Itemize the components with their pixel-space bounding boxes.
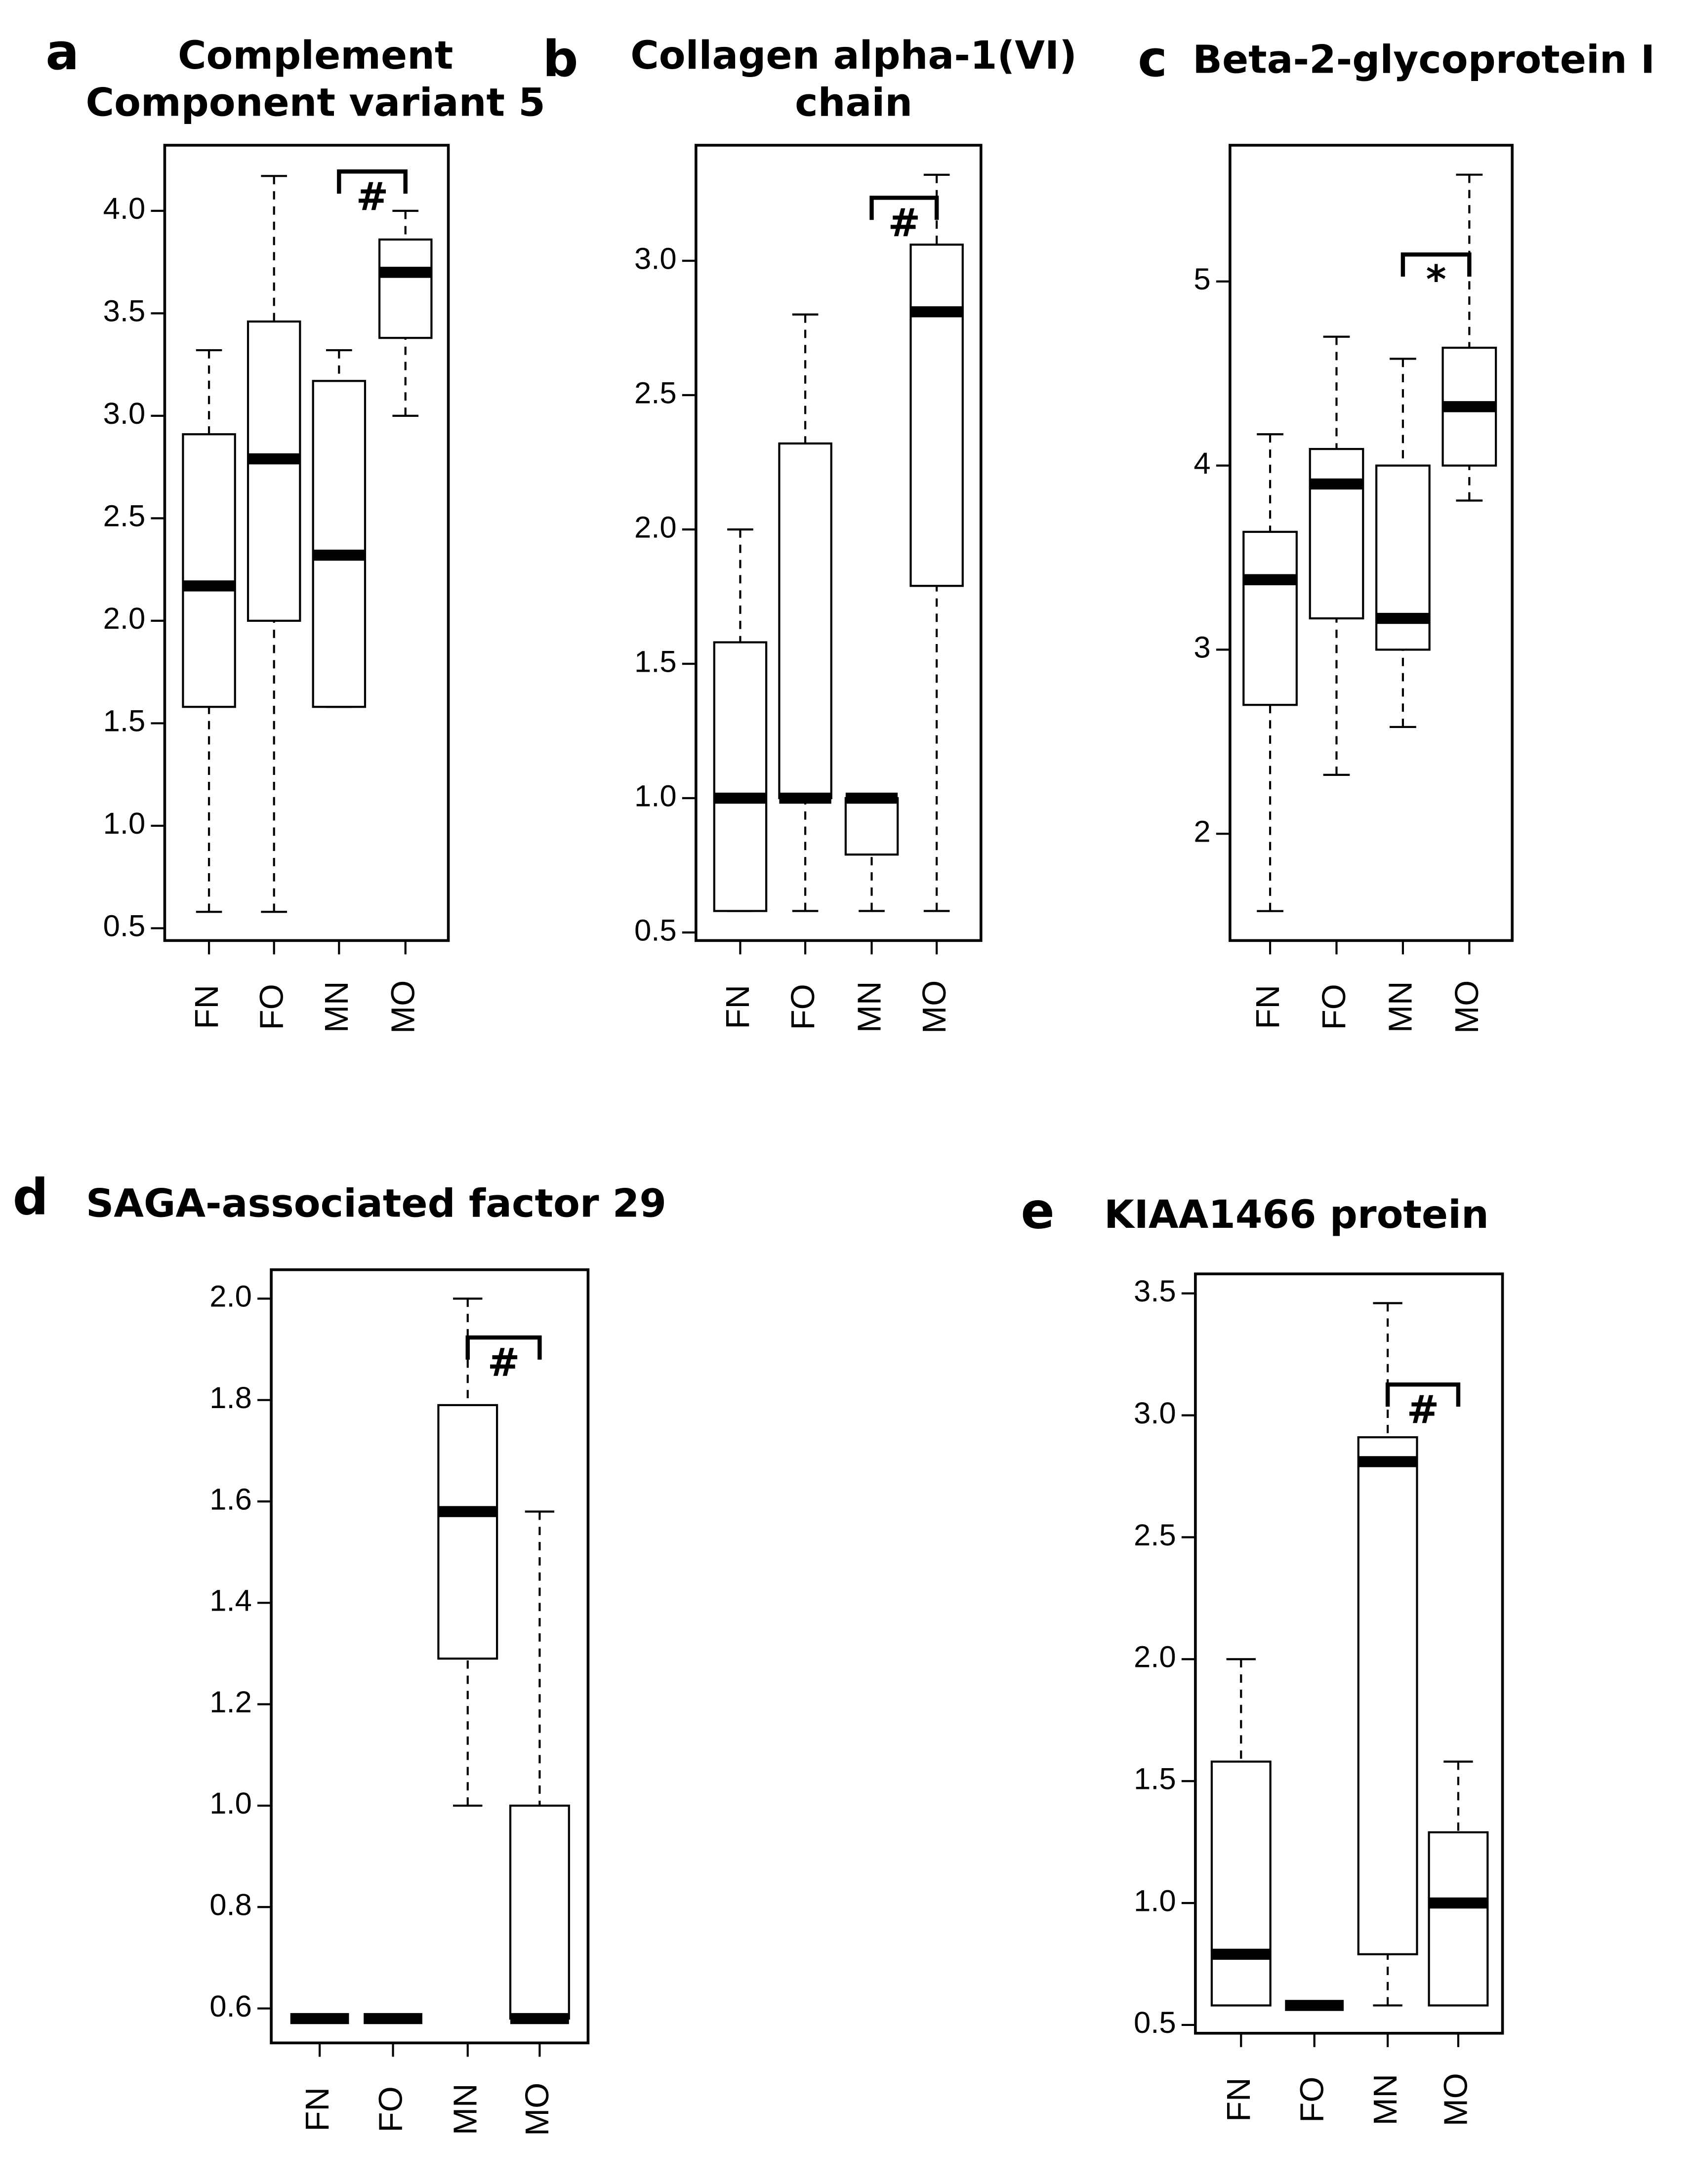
box	[844, 797, 899, 856]
x-tick-label: MN	[851, 981, 888, 1033]
significance-label: #	[888, 201, 920, 245]
x-tick-label: FO	[1316, 984, 1353, 1030]
x-tick-label: FN	[719, 985, 756, 1029]
significance-bracket	[1400, 252, 1472, 277]
x-tick-label: MO	[384, 980, 421, 1034]
x-tick-label: FN	[299, 2087, 336, 2132]
y-tick-label: 1.5	[103, 704, 146, 738]
chart-title: Complement	[178, 33, 453, 78]
y-tick-label: 1.5	[634, 645, 677, 679]
panel-letter: b	[542, 30, 578, 88]
x-tick-label: MN	[447, 2084, 484, 2136]
y-tick-label: 1.6	[209, 1482, 252, 1516]
box	[1210, 1760, 1272, 2007]
plot-frame	[163, 144, 450, 942]
y-tick-label: 0.5	[1134, 2006, 1176, 2040]
plot-frame	[1194, 1272, 1504, 2035]
y-tick-label: 0.5	[634, 913, 677, 947]
y-tick-label: 0.6	[209, 1989, 252, 2023]
y-tick-label: 2.5	[634, 376, 677, 410]
x-tick-label: FN	[1249, 985, 1286, 1029]
box	[312, 380, 367, 708]
x-tick-label: FO	[253, 984, 290, 1030]
y-tick-label: 1.0	[209, 1786, 252, 1820]
plot-frame	[1229, 144, 1514, 942]
significance-label: *	[1426, 257, 1446, 302]
y-tick-label: 2.0	[1134, 1640, 1176, 1674]
y-tick-label: 5	[1194, 262, 1210, 296]
x-tick-label: MN	[318, 981, 355, 1033]
box	[909, 243, 964, 587]
y-tick-label: 1.5	[1134, 1762, 1176, 1796]
chart-title: SAGA-associated factor 29	[86, 1181, 666, 1226]
x-tick-label: FN	[188, 985, 225, 1029]
y-tick-label: 2.5	[103, 499, 146, 533]
chart-title: Component variant 5	[86, 80, 545, 125]
y-tick-label: 0.5	[103, 909, 146, 943]
x-tick-label: MO	[916, 980, 953, 1034]
significance-label: #	[1407, 1387, 1440, 1432]
y-tick-label: 1.4	[209, 1584, 252, 1618]
y-tick-label: 2.0	[209, 1280, 252, 1314]
panel-letter: d	[13, 1168, 48, 1226]
significance-bracket	[337, 169, 408, 194]
x-tick-label: MO	[1448, 980, 1485, 1034]
y-tick-label: 1.8	[209, 1381, 252, 1415]
plot-frame	[270, 1268, 590, 2045]
y-tick-label: 3.0	[1134, 1396, 1176, 1430]
y-tick-label: 2	[1194, 814, 1210, 849]
y-tick-label: 1.0	[1134, 1884, 1176, 1918]
chart-title: Beta-2-glycoprotein I	[1193, 38, 1655, 82]
box	[1242, 530, 1298, 706]
plot-frame	[695, 144, 983, 942]
y-tick-label: 3.5	[1134, 1274, 1176, 1308]
box	[437, 1404, 498, 1660]
x-tick-label: MO	[519, 2083, 556, 2136]
panel-letter: c	[1138, 30, 1167, 88]
x-tick-label: FO	[1293, 2077, 1330, 2123]
box	[1357, 1436, 1418, 1955]
y-tick-label: 2.0	[103, 602, 146, 636]
box	[509, 1804, 570, 2020]
y-tick-label: 4.0	[103, 192, 146, 226]
y-tick-label: 2.5	[1134, 1518, 1176, 1552]
x-tick-label: FO	[784, 984, 822, 1030]
y-tick-label: 1.0	[103, 807, 146, 841]
y-tick-label: 3.5	[103, 294, 146, 328]
box	[247, 320, 301, 622]
box	[378, 238, 433, 339]
y-tick-label: 3.0	[634, 242, 677, 276]
x-tick-label: MN	[1382, 981, 1419, 1033]
significance-bracket	[465, 1335, 542, 1360]
x-tick-label: MO	[1438, 2073, 1475, 2126]
chart-title: Collagen alpha-1(VI)	[630, 33, 1077, 78]
y-tick-label: 1.2	[209, 1685, 252, 1719]
panel-letter: e	[1021, 1182, 1054, 1240]
x-tick-label: FO	[372, 2086, 409, 2132]
y-tick-label: 2.0	[634, 510, 677, 544]
box	[778, 442, 832, 800]
y-tick-label: 3	[1194, 631, 1210, 665]
y-tick-label: 1.0	[634, 779, 677, 813]
box	[182, 433, 236, 708]
y-tick-label: 3.0	[103, 397, 146, 431]
panel-letter: a	[45, 23, 79, 81]
y-tick-label: 0.8	[209, 1888, 252, 1922]
box	[1428, 1831, 1489, 2007]
y-tick-label: 4	[1194, 446, 1210, 481]
x-tick-label: FN	[1220, 2077, 1257, 2122]
significance-bracket	[869, 196, 939, 220]
significance-label: #	[356, 174, 389, 219]
chart-title: chain	[795, 80, 912, 125]
box	[1309, 447, 1364, 620]
chart-title: KIAA1466 protein	[1104, 1192, 1489, 1237]
box	[713, 641, 768, 912]
x-tick-label: MN	[1367, 2074, 1404, 2126]
significance-label: #	[488, 1340, 520, 1385]
significance-bracket	[1385, 1382, 1461, 1407]
